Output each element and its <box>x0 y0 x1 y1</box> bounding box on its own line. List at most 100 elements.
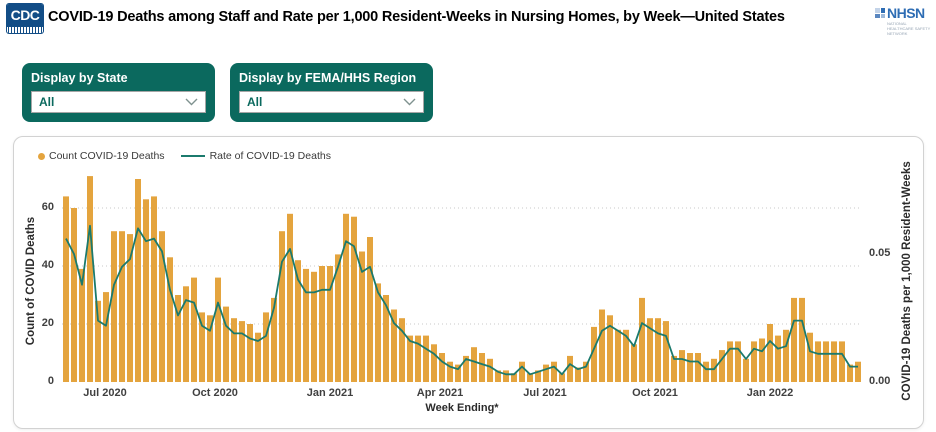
bar <box>631 344 637 382</box>
bar <box>615 329 621 382</box>
bar <box>663 321 669 382</box>
bar <box>111 231 117 382</box>
bar <box>751 341 757 382</box>
bar <box>799 297 805 382</box>
y-axis-left-tick-label: 60 <box>41 201 54 213</box>
x-axis-title: Week Ending* <box>425 402 499 414</box>
bar <box>767 324 773 382</box>
chart-legend: Count COVID-19 Deaths Rate of COVID-19 D… <box>38 150 331 162</box>
bar <box>543 364 549 382</box>
chart-panel: Count COVID-19 Deaths Rate of COVID-19 D… <box>13 136 924 429</box>
bar <box>391 309 397 382</box>
bar <box>135 179 141 382</box>
bar <box>151 196 157 382</box>
bar <box>231 318 237 382</box>
state-filter-value: All <box>39 95 55 109</box>
bar <box>591 326 597 382</box>
bar <box>399 318 405 382</box>
bar <box>127 234 133 382</box>
bar <box>679 350 685 382</box>
bar <box>263 312 269 382</box>
header: CDC COVID-19 Deaths among Staff and Rate… <box>0 0 936 44</box>
bar <box>343 213 349 382</box>
bar <box>455 364 461 382</box>
bar <box>287 213 293 382</box>
bar <box>327 266 333 382</box>
bar <box>311 271 317 382</box>
bar <box>695 353 701 382</box>
bar <box>559 373 565 382</box>
filter-row: Display by State All Display by FEMA/HHS… <box>22 63 433 122</box>
cdc-logo-strip <box>8 27 42 33</box>
bar <box>191 277 197 382</box>
bar <box>655 318 661 382</box>
bar <box>759 338 765 382</box>
bar <box>807 332 813 382</box>
chevron-down-icon <box>185 98 198 106</box>
bar <box>711 358 717 382</box>
bar <box>551 361 557 382</box>
bar <box>159 231 165 382</box>
bar <box>815 341 821 382</box>
bar <box>63 196 69 382</box>
legend-count-label: Count COVID-19 Deaths <box>49 150 165 162</box>
bar <box>599 309 605 382</box>
bar <box>183 286 189 382</box>
rate-line <box>65 224 858 376</box>
bar <box>727 341 733 382</box>
chart-svg <box>62 176 862 382</box>
bar <box>503 370 509 382</box>
bar <box>375 283 381 382</box>
bar <box>423 335 429 382</box>
bar <box>623 329 629 382</box>
bar <box>783 329 789 382</box>
state-filter: Display by State All <box>22 63 215 122</box>
bar <box>535 370 541 382</box>
legend-item-count[interactable]: Count COVID-19 Deaths <box>38 150 165 162</box>
nhsn-logo-subtext: National Healthcare Safety Network <box>887 21 931 36</box>
x-axis-tick-label: Jul 2020 <box>83 387 127 399</box>
state-filter-label: Display by State <box>31 71 128 85</box>
bar <box>439 353 445 382</box>
page-title: COVID-19 Deaths among Staff and Rate per… <box>48 9 785 25</box>
bar <box>719 350 725 382</box>
x-axis-tick-label: Jan 2022 <box>746 387 794 399</box>
bar <box>839 341 845 382</box>
bar-series-marker-icon <box>38 152 45 160</box>
region-filter-dropdown[interactable]: All <box>239 91 424 113</box>
x-axis-tick-label: Apr 2021 <box>416 387 464 399</box>
bar <box>215 277 221 382</box>
bar <box>143 199 149 382</box>
legend-item-rate[interactable]: Rate of COVID-19 Deaths <box>180 150 331 162</box>
bar <box>687 353 693 382</box>
bar <box>335 254 341 382</box>
state-filter-dropdown[interactable]: All <box>31 91 206 113</box>
bar <box>319 266 325 382</box>
bar <box>71 208 77 382</box>
bar <box>703 361 709 382</box>
bar <box>79 268 85 382</box>
bar <box>367 237 373 382</box>
x-axis-tick-label: Jul 2021 <box>523 387 567 399</box>
bar <box>567 355 573 382</box>
bar <box>103 292 109 382</box>
bar <box>831 341 837 382</box>
bar <box>239 321 245 382</box>
bar <box>847 364 853 382</box>
bar <box>223 306 229 382</box>
bar <box>407 335 413 382</box>
bar <box>775 335 781 382</box>
bar <box>303 268 309 382</box>
nhsn-logo: NHSN National Healthcare Safety Network <box>875 5 933 36</box>
bar <box>511 373 517 382</box>
bar <box>639 297 645 382</box>
bar <box>175 295 181 382</box>
bar <box>95 300 101 382</box>
bar <box>295 260 301 382</box>
region-filter-value: All <box>247 95 263 109</box>
bar <box>791 297 797 382</box>
line-series-marker-icon <box>180 155 205 157</box>
bar <box>471 347 477 382</box>
x-axis-tick-label: Jan 2021 <box>306 387 354 399</box>
region-filter: Display by FEMA/HHS Region All <box>230 63 433 122</box>
